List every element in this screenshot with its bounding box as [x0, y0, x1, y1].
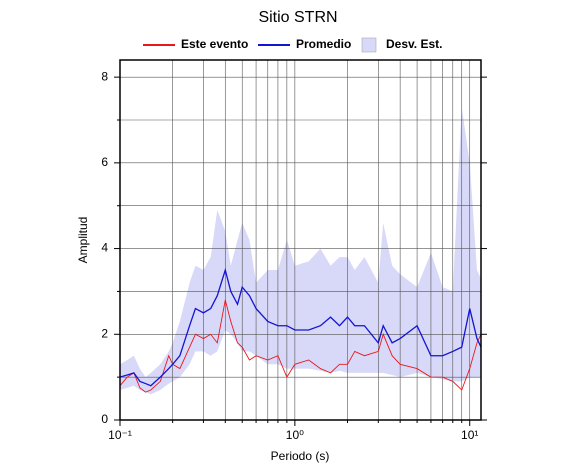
y-tick-label: 4 [101, 241, 108, 255]
legend-label: Promedio [296, 37, 351, 51]
legend-label: Este evento [181, 37, 248, 51]
x-tick-label: 10⁰ [286, 428, 304, 442]
y-axis-label: Amplitud [76, 217, 90, 264]
std-band [120, 107, 481, 395]
x-tick-label: 10¹ [461, 428, 478, 442]
series-line [119, 267, 482, 387]
x-tick-label: 10⁻¹ [108, 428, 132, 442]
legend-label: Desv. Est. [386, 37, 442, 51]
chart-title: Sitio STRN [258, 9, 337, 26]
y-tick-label: 0 [101, 412, 108, 426]
y-tick-label: 2 [101, 326, 108, 340]
legend-swatch [361, 37, 377, 53]
plot-frame [119, 59, 482, 421]
y-tick-label: 8 [101, 69, 108, 83]
y-tick-label: 6 [101, 155, 108, 169]
series-line [119, 299, 482, 393]
x-axis-label: Periodo (s) [271, 449, 330, 463]
